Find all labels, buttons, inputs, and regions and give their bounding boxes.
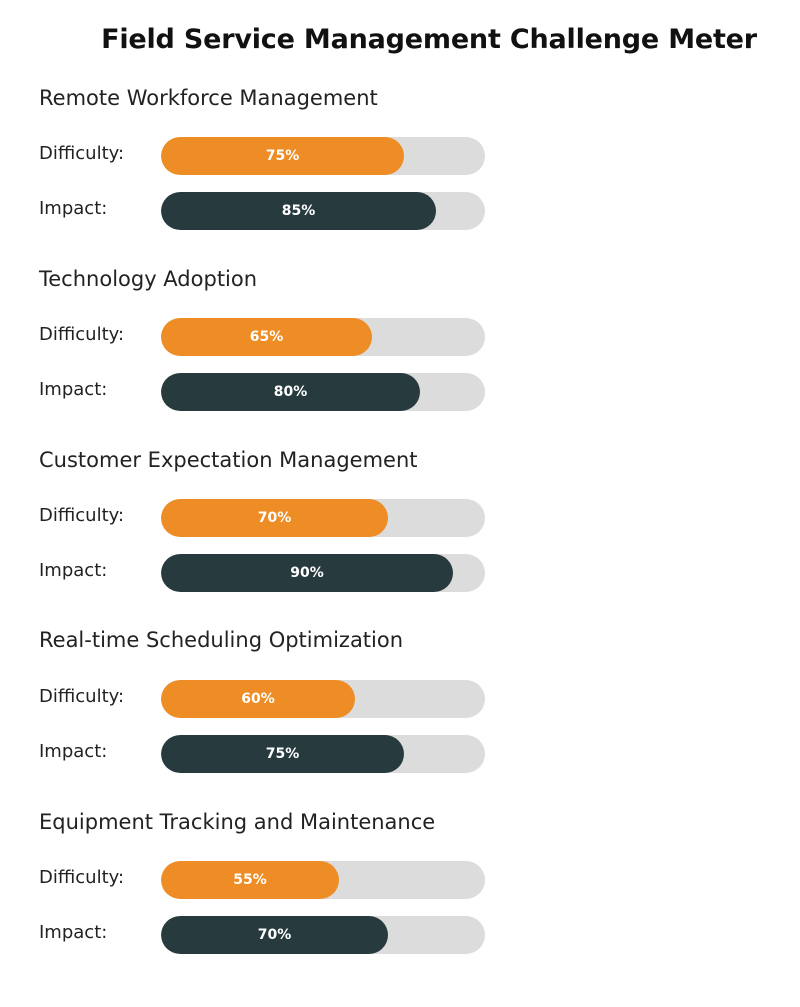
impact-label: Impact:: [39, 560, 108, 581]
difficulty-bar: 75%: [161, 137, 404, 175]
impact-row: Impact: 75%: [0, 735, 800, 773]
impact-value-label: 80%: [273, 384, 308, 400]
category-label: Equipment Tracking and Maintenance: [39, 810, 436, 834]
challenge-customer-expectation: Customer Expectation Management Difficul…: [0, 448, 800, 608]
difficulty-track: 55%: [161, 861, 485, 899]
difficulty-label: Difficulty:: [39, 505, 125, 526]
difficulty-row: Difficulty: 60%: [0, 680, 800, 718]
category-label: Real-time Scheduling Optimization: [39, 628, 404, 652]
chart-title: Field Service Management Challenge Meter: [101, 24, 757, 55]
impact-track: 70%: [161, 916, 485, 954]
impact-track: 75%: [161, 735, 485, 773]
impact-value-label: 75%: [265, 746, 300, 762]
impact-label: Impact:: [39, 741, 108, 762]
difficulty-value-label: 60%: [241, 691, 275, 707]
difficulty-label: Difficulty:: [39, 867, 125, 888]
difficulty-row: Difficulty: 70%: [0, 499, 800, 537]
impact-bar: 85%: [161, 192, 436, 230]
impact-track: 90%: [161, 554, 485, 592]
difficulty-bar: 70%: [161, 499, 388, 537]
challenge-remote-workforce: Remote Workforce Management Difficulty: …: [0, 86, 800, 246]
impact-track: 85%: [161, 192, 485, 230]
category-label: Customer Expectation Management: [39, 448, 418, 472]
challenge-realtime-scheduling: Real-time Scheduling Optimization Diffic…: [0, 628, 800, 788]
category-label: Technology Adoption: [39, 267, 258, 291]
difficulty-bar: 55%: [161, 861, 339, 899]
impact-bar: 90%: [161, 554, 453, 592]
difficulty-label: Difficulty:: [39, 324, 125, 345]
impact-bar: 80%: [161, 373, 420, 411]
impact-bar: 70%: [161, 916, 388, 954]
difficulty-value-label: 75%: [265, 148, 300, 164]
impact-value-label: 85%: [281, 203, 316, 219]
impact-bar: 75%: [161, 735, 404, 773]
impact-label: Impact:: [39, 922, 108, 943]
difficulty-track: 60%: [161, 680, 485, 718]
impact-label: Impact:: [39, 379, 108, 400]
difficulty-bar: 65%: [161, 318, 372, 356]
difficulty-value-label: 65%: [249, 329, 284, 345]
difficulty-value-label: 55%: [233, 872, 267, 888]
challenge-equipment-tracking: Equipment Tracking and Maintenance Diffi…: [0, 810, 800, 970]
difficulty-label: Difficulty:: [39, 143, 125, 164]
difficulty-value-label: 70%: [257, 510, 292, 526]
category-label: Remote Workforce Management: [39, 86, 378, 110]
difficulty-row: Difficulty: 65%: [0, 318, 800, 356]
difficulty-label: Difficulty:: [39, 686, 125, 707]
impact-label: Impact:: [39, 198, 108, 219]
impact-row: Impact: 80%: [0, 373, 800, 411]
difficulty-row: Difficulty: 55%: [0, 861, 800, 899]
impact-value-label: 70%: [257, 927, 292, 943]
difficulty-track: 65%: [161, 318, 485, 356]
impact-track: 80%: [161, 373, 485, 411]
difficulty-track: 70%: [161, 499, 485, 537]
impact-row: Impact: 90%: [0, 554, 800, 592]
difficulty-row: Difficulty: 75%: [0, 137, 800, 175]
impact-value-label: 90%: [290, 565, 324, 581]
difficulty-bar: 60%: [161, 680, 355, 718]
difficulty-track: 75%: [161, 137, 485, 175]
challenge-technology-adoption: Technology Adoption Difficulty: 65% Impa…: [0, 267, 800, 427]
impact-row: Impact: 70%: [0, 916, 800, 954]
impact-row: Impact: 85%: [0, 192, 800, 230]
